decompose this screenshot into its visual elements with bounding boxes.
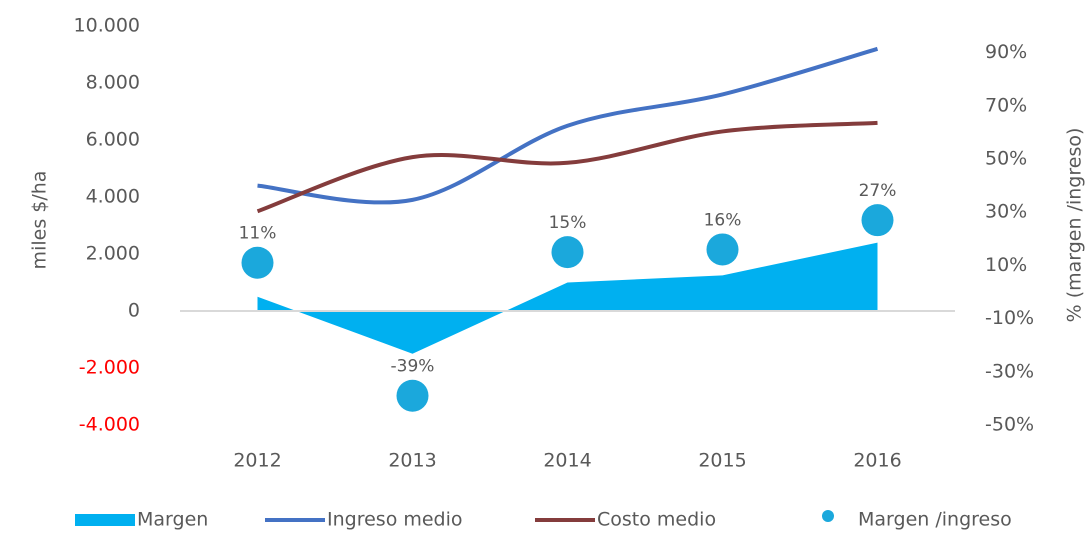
- data-label: 16%: [704, 210, 742, 230]
- dot: [396, 379, 429, 412]
- x-tick-label: 2016: [853, 450, 901, 472]
- line: [257, 46, 879, 205]
- x-tick-label: 2013: [388, 450, 436, 472]
- area: [257, 242, 878, 354]
- y-tick-label: -2.000: [79, 357, 140, 379]
- x-tick-label: 2012: [233, 450, 281, 472]
- data-label: 11%: [239, 224, 277, 244]
- y-tick-label: -4.000: [79, 414, 140, 436]
- y2-tick-label: -50%: [985, 414, 1034, 436]
- dot: [706, 233, 739, 266]
- y-axis-title: miles $/ha: [29, 171, 51, 270]
- legend-label: Costo medio: [597, 509, 716, 531]
- legend-label: Margen: [137, 509, 208, 531]
- legend-swatch: [822, 510, 834, 522]
- dot: [551, 236, 584, 269]
- data-label: -39%: [391, 357, 435, 377]
- x-tick-label: 2014: [543, 450, 591, 472]
- data-label: 15%: [549, 213, 587, 233]
- y2-tick-label: 10%: [985, 254, 1027, 276]
- y-tick-label: 2.000: [86, 243, 140, 265]
- y-tick-label: 10.000: [74, 15, 140, 37]
- dot: [861, 204, 894, 237]
- y-tick-label: 8.000: [86, 72, 140, 94]
- y-tick-label: 0: [128, 300, 140, 322]
- y-tick-label: 4.000: [86, 186, 140, 208]
- legend-label: Margen /ingreso: [858, 509, 1012, 531]
- y2-tick-label: 90%: [985, 41, 1027, 63]
- legend-swatch: [75, 514, 135, 526]
- y2-tick-label: 50%: [985, 148, 1027, 170]
- data-label: 27%: [859, 181, 897, 201]
- y2-tick-label: -30%: [985, 360, 1034, 382]
- dot: [241, 246, 274, 279]
- y2-axis-title: % (margen /ingreso): [1064, 128, 1086, 323]
- y-tick-label: 6.000: [86, 129, 140, 151]
- x-tick-label: 2015: [698, 450, 746, 472]
- legend-label: Ingreso medio: [327, 509, 463, 531]
- y2-tick-label: 70%: [985, 94, 1027, 116]
- y2-tick-label: -10%: [985, 307, 1034, 329]
- y2-tick-label: 30%: [985, 201, 1027, 223]
- line: [256, 120, 878, 214]
